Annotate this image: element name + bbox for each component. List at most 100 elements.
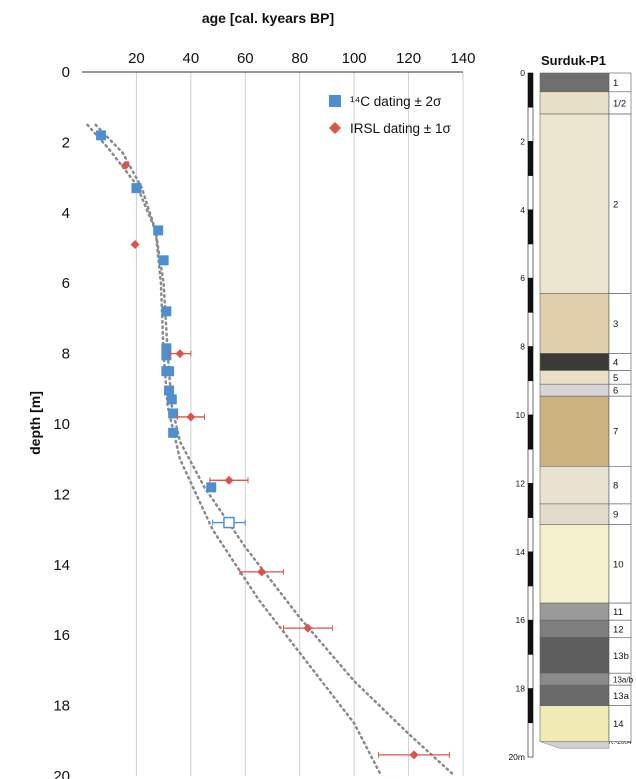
depth-scale-segment bbox=[527, 141, 534, 176]
y-tick-label: 0 bbox=[62, 64, 70, 81]
c14-point bbox=[168, 408, 179, 419]
profile-layer bbox=[539, 395, 610, 467]
depth-scale-segment bbox=[527, 585, 534, 621]
profile-unit-label: 2 bbox=[613, 199, 618, 210]
profile-layer bbox=[539, 370, 610, 385]
c14-point bbox=[153, 225, 164, 236]
x-axis-title: age [cal. kyears BP] bbox=[202, 10, 334, 26]
depth-scale-segment bbox=[527, 654, 534, 689]
c14-point bbox=[223, 516, 235, 529]
profile-unit-label: 6 bbox=[613, 386, 618, 397]
chart-area: 20 40 60 80 100 120 140 0 2 4 6 8 10 12 14 16 18 20 bbox=[53, 50, 475, 779]
x-tick-label: 120 bbox=[396, 50, 421, 67]
profile-depth-label: 6 bbox=[520, 273, 525, 283]
profile-depth-label: 20m bbox=[508, 752, 525, 762]
c14-point bbox=[166, 394, 177, 405]
profile-unit-label: 10 bbox=[613, 559, 624, 570]
c14-point bbox=[168, 427, 179, 438]
x-tick-label: 140 bbox=[450, 50, 475, 67]
y-tick-label: 6 bbox=[62, 275, 70, 292]
legend: ¹⁴C dating ± 2σ IRSL dating ± 1σ bbox=[329, 94, 451, 136]
trend-line bbox=[94, 123, 383, 778]
profile-unit-label: 8 bbox=[613, 481, 618, 492]
profile-unit-label: 13b bbox=[613, 651, 629, 662]
profile-unit-label: 7 bbox=[613, 427, 618, 438]
profile-title: Surduk-P1 bbox=[541, 53, 606, 68]
profile-layer bbox=[539, 503, 610, 525]
depth-scale-segment bbox=[527, 448, 534, 484]
profile-depth-label: 4 bbox=[520, 205, 525, 215]
irsl-point bbox=[130, 239, 140, 249]
irsl-point bbox=[303, 623, 313, 633]
x-tick-label: 80 bbox=[291, 50, 308, 67]
c14-point bbox=[158, 255, 169, 266]
c14-point bbox=[164, 366, 175, 377]
profile-unit-label: 1 bbox=[613, 78, 618, 89]
profile-unit-label: 1/2 bbox=[613, 98, 626, 109]
depth-scale-segment bbox=[527, 106, 534, 142]
depth-scale-segment bbox=[527, 551, 534, 587]
trend-line bbox=[86, 123, 457, 778]
y-tick-label: 20 bbox=[53, 768, 70, 779]
y-tick-label: 18 bbox=[53, 698, 70, 715]
profile-label-cell bbox=[608, 705, 632, 742]
profile-layer bbox=[539, 72, 610, 93]
irsl-point bbox=[175, 349, 185, 359]
x-tick-label: 20 bbox=[128, 50, 145, 67]
depth-scale-segment bbox=[527, 619, 534, 655]
profile-unit-label: 4 bbox=[613, 357, 618, 368]
profile-depth-label: 8 bbox=[520, 342, 525, 352]
profile-layer bbox=[539, 353, 610, 371]
depth-scale-segment bbox=[527, 380, 534, 416]
depth-scale-segment bbox=[527, 175, 534, 211]
profile-depth-label: 2 bbox=[520, 136, 525, 146]
profile-layer bbox=[539, 524, 610, 604]
profile-layer bbox=[539, 672, 610, 686]
profile-depth-label: 16 bbox=[516, 615, 526, 625]
depth-scale-segment bbox=[527, 517, 534, 553]
irsl-point bbox=[224, 475, 234, 485]
depth-scale-segment bbox=[527, 312, 534, 347]
profile-layer bbox=[539, 91, 610, 115]
y-tick-label: 2 bbox=[62, 134, 70, 151]
profile-unit-label: 13a/b bbox=[613, 676, 634, 685]
profile-unit-label: 12 bbox=[613, 624, 624, 635]
y-tick-label: 4 bbox=[62, 205, 70, 222]
y-tick-label: 10 bbox=[53, 416, 70, 433]
profile-depth-label: 14 bbox=[516, 547, 526, 557]
profile-layer bbox=[539, 619, 610, 638]
depth-scale-segment bbox=[527, 209, 534, 245]
legend-c14-label: ¹⁴C dating ± 2σ bbox=[350, 94, 442, 109]
profile-unit-label: 13a bbox=[613, 691, 630, 702]
y-axis-title: depth [m] bbox=[27, 391, 43, 455]
x-tick-label: 40 bbox=[183, 50, 200, 67]
profile-base bbox=[539, 741, 610, 749]
profile-layer bbox=[539, 113, 610, 294]
profile-unit-label: 3 bbox=[613, 319, 618, 330]
irsl-point bbox=[121, 160, 131, 170]
y-tick-label: 16 bbox=[53, 627, 70, 644]
c14-point bbox=[206, 482, 217, 493]
y-tick-label: 8 bbox=[62, 346, 70, 363]
irsl-point bbox=[257, 567, 267, 577]
irsl-point bbox=[409, 750, 419, 760]
profile-depth-label: 10 bbox=[516, 410, 526, 420]
c14-point bbox=[161, 350, 172, 361]
profile-layer bbox=[539, 383, 610, 397]
depth-scale-segment bbox=[527, 72, 534, 108]
irsl-point bbox=[186, 412, 196, 422]
depth-scale-segment bbox=[527, 722, 534, 758]
profile-layer bbox=[539, 705, 610, 742]
c14-point bbox=[164, 385, 175, 396]
x-tick-label: 100 bbox=[342, 50, 367, 67]
profile-unit-label: 11 bbox=[613, 607, 623, 618]
depth-scale-segment bbox=[527, 277, 534, 313]
depth-scale-segment bbox=[527, 414, 534, 450]
y-tick-label: 14 bbox=[53, 557, 70, 574]
c14-point bbox=[161, 343, 172, 354]
profile-unit-label: 9 bbox=[613, 510, 618, 521]
c14-point bbox=[131, 183, 142, 194]
legend-irsl-label: IRSL dating ± 1σ bbox=[350, 121, 451, 136]
depth-scale-segment bbox=[527, 243, 534, 279]
